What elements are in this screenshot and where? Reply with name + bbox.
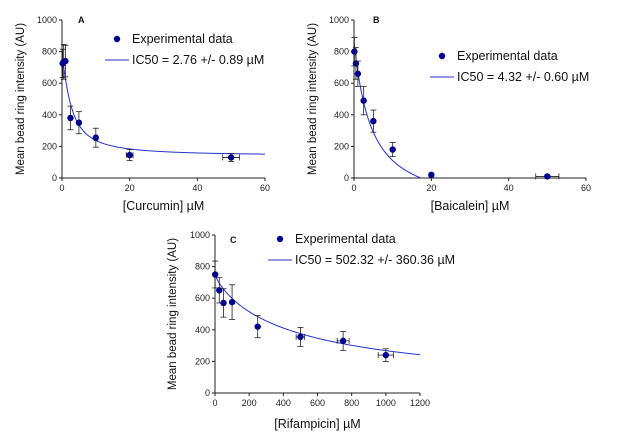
x-tick-label: 20: [125, 183, 135, 193]
x-tick-label: 0: [212, 398, 217, 408]
x-tick-label: 0: [351, 183, 356, 193]
y-tick-label: 400: [42, 110, 57, 120]
panel-letter: C: [230, 235, 237, 245]
data-point: [339, 337, 347, 345]
data-point: [428, 171, 435, 179]
data-point: [92, 134, 100, 141]
x-tick-label: 1200: [410, 398, 430, 408]
panel-letter: A: [78, 15, 85, 25]
x-tick-label: 800: [344, 398, 359, 408]
x-axis-label: [Rifampicin] µM: [274, 417, 360, 431]
data-point: [382, 351, 390, 359]
legend-label-fit: IC50 = 2.76 +/- 0.89 µM: [132, 53, 264, 67]
y-tick-label: 200: [42, 141, 57, 151]
y-tick-label: 600: [42, 78, 57, 88]
y-tick-label: 1000: [329, 15, 349, 25]
data-point: [544, 173, 551, 180]
data-point: [389, 146, 396, 153]
legend-label-fit: IC50 = 4.32 +/- 0.60 µM: [457, 70, 589, 84]
x-tick-label: 1000: [376, 398, 396, 408]
x-tick-label: 60: [260, 183, 270, 193]
data-point: [62, 57, 69, 65]
data-point: [211, 271, 219, 278]
legend: Experimental data IC50 = 502.32 +/- 360.3…: [268, 232, 455, 267]
y-tick-label: 400: [334, 110, 349, 120]
x-tick-label: 200: [242, 398, 257, 408]
y-tick-label: 200: [195, 356, 210, 366]
legend-marker-point: [276, 235, 284, 243]
x-tick-label: 400: [276, 398, 291, 408]
legend-marker-point: [113, 35, 121, 43]
legend-label-data: Experimental data: [295, 232, 396, 246]
y-tick-label: 0: [52, 173, 57, 183]
data-point: [227, 154, 235, 161]
data-point: [228, 298, 236, 306]
data-point: [360, 97, 367, 104]
legend-marker-point: [438, 52, 446, 60]
legend: Experimental data IC50 = 2.76 +/- 0.89 µM: [105, 32, 264, 67]
data-point: [351, 48, 358, 55]
chart-panel-a: 0 200 400 600 800 1000 0 20 40 60 [Curcumin] µM Mea…: [15, 15, 270, 213]
legend: Experimental data IC50 = 4.32 +/- 0.60 µM: [430, 49, 589, 84]
x-tick-label: 40: [504, 183, 514, 193]
data-point: [297, 333, 304, 341]
x-axis-label: [Baicalein] µM: [431, 199, 510, 213]
legend-label-data: Experimental data: [132, 32, 233, 46]
y-tick-label: 600: [334, 78, 349, 88]
y-axis-label: Mean bead ring intensity (AU): [307, 23, 319, 175]
y-tick-label: 1000: [37, 15, 57, 25]
x-tick-label: 600: [310, 398, 325, 408]
y-tick-label: 200: [334, 141, 349, 151]
x-tick-label: 60: [581, 183, 591, 193]
x-tick-label: 40: [192, 183, 202, 193]
fit-curve: [354, 42, 423, 178]
legend-label-fit: IC50 = 502.32 +/- 360.36 µM: [295, 253, 455, 267]
data-point: [216, 287, 223, 294]
y-tick-label: 400: [195, 325, 210, 335]
data-point: [67, 114, 74, 122]
x-tick-label: 20: [426, 183, 436, 193]
y-tick-label: 800: [334, 47, 349, 57]
y-tick-label: 600: [195, 293, 210, 303]
data-point: [75, 119, 83, 126]
fit-curve: [62, 57, 265, 155]
y-tick-label: 0: [344, 173, 349, 183]
y-axis-label: Mean bead ring intensity (AU): [15, 23, 27, 175]
data-point: [220, 299, 227, 307]
y-tick-label: 800: [195, 262, 210, 272]
chart-panel-b: 0 200 400 600 800 1000 0 20 40 60 [Baicalein] µM Me…: [307, 15, 591, 213]
panel-letter: B: [373, 15, 380, 25]
data-point: [126, 151, 133, 159]
data-point: [370, 117, 377, 125]
x-tick-label: 0: [59, 183, 64, 193]
data-point: [354, 70, 362, 77]
y-tick-label: 800: [42, 47, 57, 57]
data-point: [254, 323, 261, 330]
legend-label-data: Experimental data: [457, 49, 558, 63]
fit-curve: [215, 274, 420, 356]
y-axis-label: Mean bead ring intensity (AU): [167, 238, 179, 390]
y-tick-label: 0: [205, 388, 210, 398]
y-tick-label: 1000: [190, 230, 210, 240]
x-axis-label: [Curcumin] µM: [123, 199, 205, 213]
chart-panel-c: 0 200 400 600 800 1000 0 200 400 600 800 1000 1200 [R…: [167, 230, 455, 431]
